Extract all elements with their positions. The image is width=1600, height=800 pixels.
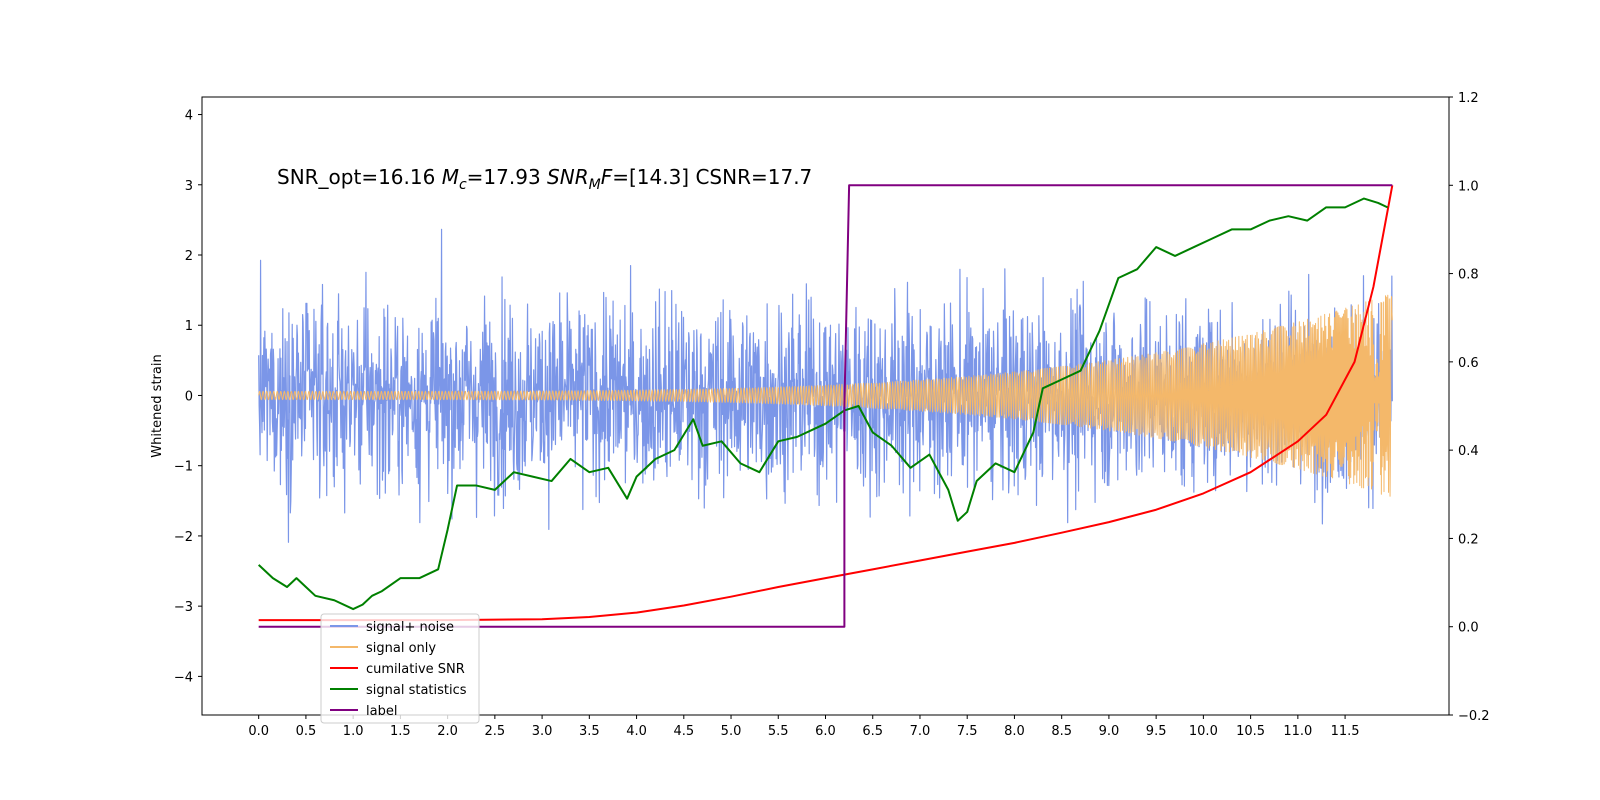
x-tick-label: 6.5 [862,724,883,739]
legend-cumilative-snr-label: cumilative SNR [366,662,465,677]
x-tick-label: 7.5 [957,724,978,739]
x-tick-label: 1.0 [343,724,364,739]
x-tick-label: 8.5 [1051,724,1072,739]
y-tick-label: −1 [174,460,193,475]
mc-subscript: c [459,177,467,193]
x-tick-label: 3.0 [532,724,553,739]
y2-tick-label: 0.2 [1458,532,1479,547]
x-tick-label: 9.5 [1146,724,1167,739]
x-tick-label: 5.5 [768,724,789,739]
series-signal-only-line [258,294,1393,497]
series-layer [257,184,1394,628]
x-tick-label: 6.0 [815,724,836,739]
legend-box [320,613,480,724]
legend-signal-only-label: signal only [366,641,436,656]
legend-entries: signal+ noise signal only cumilative SNR si… [330,620,467,719]
y-axis-label: Whitened strain [150,354,165,457]
y-tick-label: 3 [185,179,193,194]
series-cumilative-snr-line [258,185,1394,622]
y-tick-label: −2 [174,530,193,545]
x-tick-label: 0.0 [248,724,269,739]
x-tick-label: 11.0 [1283,724,1312,739]
y2-tick-label: 0.6 [1458,356,1479,371]
legend-signal-statistics-label: signal statistics [366,683,467,698]
legend-signal-noise-label: signal+ noise [366,620,454,635]
y2-tick-label: 1.0 [1458,179,1479,194]
snr-value: =[14.3] CSNR=17.7 [612,165,812,189]
y-tick-label: −4 [174,670,193,685]
y2-tick-label: 1.2 [1458,91,1479,106]
x-axis-ticks: 0.0 0.5 1.0 1.5 2.0 2.5 3.0 3.5 4.0 4.5 5.0 5.5 6.0 6… [248,715,1360,739]
x-tick-label: 1.5 [390,724,411,739]
snr-opt-text: SNR_opt=16.16 [277,165,442,189]
stats-annotation: SNR_opt=16.16 Mc=17.93 SNRMF=[14.3] CSNR… [277,165,812,193]
y2-axis-ticks: −0.2 0.0 0.2 0.4 0.6 0.8 1.0 1.2 [1449,91,1490,724]
mc-value: =17.93 [467,165,547,189]
y2-tick-label: 0.0 [1458,621,1479,636]
y-tick-label: −3 [174,600,193,615]
y-tick-label: 2 [185,249,193,264]
y2-tick-label: −0.2 [1458,709,1490,724]
snr-symbol: SNR [547,165,589,189]
x-tick-label: 7.0 [910,724,931,739]
x-tick-label: 3.5 [579,724,600,739]
x-tick-label: 2.0 [437,724,458,739]
x-tick-label: 9.0 [1099,724,1120,739]
y2-tick-label: 0.8 [1458,268,1479,283]
series-signal-statistics-line [257,197,1389,611]
x-tick-label: 5.0 [721,724,742,739]
x-tick-label: 10.0 [1189,724,1218,739]
y-tick-label: 4 [185,109,193,124]
snr-tail: F [601,165,613,189]
x-tick-label: 10.5 [1236,724,1265,739]
x-tick-label: 4.0 [626,724,647,739]
legend: signal+ noise signal only cumilative SNR si… [320,613,480,724]
y-tick-label: 1 [185,319,193,334]
x-tick-label: 0.5 [296,724,317,739]
mc-symbol: M [442,165,459,189]
x-tick-label: 11.5 [1331,724,1360,739]
y-tick-label: 0 [185,389,193,404]
y2-tick-label: 0.4 [1458,444,1479,459]
legend-label-label: label [366,704,397,719]
x-tick-label: 2.5 [485,724,506,739]
x-tick-label: 8.0 [1004,724,1025,739]
x-tick-label: 4.5 [673,724,694,739]
series-label-line [258,184,1393,628]
y-axis-ticks: −4 −3 −2 −1 0 1 2 3 4 [174,109,202,685]
snr-subscript: M [589,177,601,193]
